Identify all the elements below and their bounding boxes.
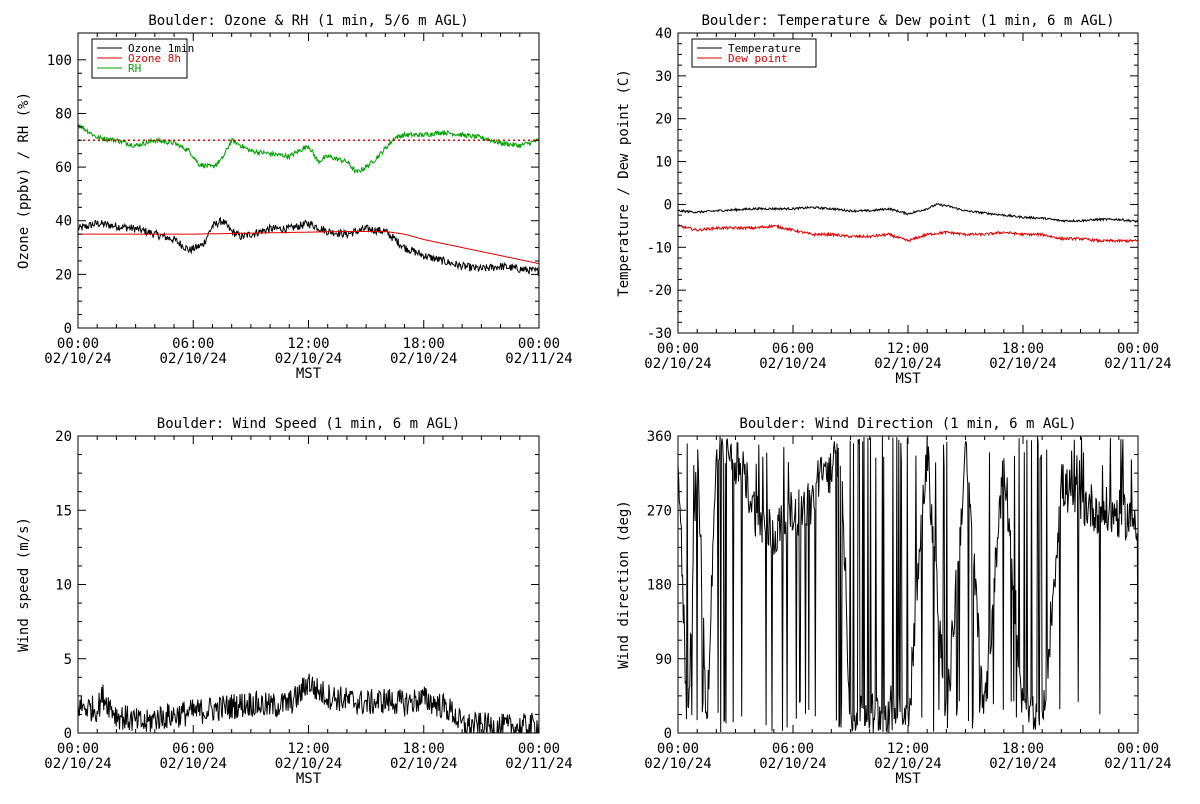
y-tick-label: 60 bbox=[55, 160, 72, 176]
x-tick-date: 02/10/24 bbox=[160, 756, 227, 772]
x-axis-label: MST bbox=[296, 366, 322, 382]
y-axis-label: Wind direction (deg) bbox=[616, 500, 632, 669]
x-tick-date: 02/10/24 bbox=[644, 356, 711, 372]
y-tick-label: 10 bbox=[55, 578, 72, 594]
y-tick-label: 40 bbox=[55, 214, 72, 230]
chart-panel-3: Boulder: Wind Speed (1 min, 6 m AGL) 0 5 10… bbox=[16, 416, 573, 787]
x-tick-time: 12:00 bbox=[287, 336, 329, 352]
y-tick-label: -30 bbox=[647, 326, 672, 342]
series-line-1 bbox=[678, 436, 1138, 733]
y-tick-label: 80 bbox=[55, 106, 72, 122]
legend-label: Ozone 8h bbox=[128, 52, 181, 65]
series-line-1 bbox=[678, 202, 1138, 224]
x-tick-date: 02/10/24 bbox=[989, 756, 1056, 772]
legend-box bbox=[691, 38, 817, 68]
chart-panel-1: Boulder: Ozone & RH (1 min, 5/6 m AGL)02… bbox=[16, 13, 573, 382]
x-tick-date: 02/10/24 bbox=[989, 356, 1056, 372]
y-axis-label: Temperature / Dew point (C) bbox=[616, 69, 632, 297]
y-tick-label: 20 bbox=[655, 112, 672, 128]
x-tick-date: 02/10/24 bbox=[44, 351, 111, 367]
x-tick-date: 02/10/24 bbox=[390, 756, 457, 772]
chart-title: Boulder: Wind Speed (1 min, 6 m AGL) bbox=[157, 416, 460, 432]
y-tick-label: 0 bbox=[664, 197, 672, 213]
legend-label: Temperature bbox=[728, 42, 801, 55]
y-tick-label: 40 bbox=[655, 26, 672, 42]
x-tick-time: 18:00 bbox=[403, 741, 445, 757]
x-axis-label: MST bbox=[895, 371, 921, 387]
x-tick-time: 00:00 bbox=[518, 741, 560, 757]
x-tick-date: 02/10/24 bbox=[874, 356, 941, 372]
x-tick-time: 06:00 bbox=[172, 741, 214, 757]
y-tick-label: 90 bbox=[655, 652, 672, 668]
x-tick-date: 02/11/24 bbox=[1104, 756, 1171, 772]
series-line-2 bbox=[678, 223, 1138, 244]
chart-panel-4: Boulder: Wind Direction (1 min, 6 m AGL)… bbox=[616, 416, 1172, 787]
series-line-3 bbox=[78, 123, 539, 175]
y-axis-label: Ozone (ppbv) / RH (%) bbox=[16, 92, 32, 269]
x-tick-date: 02/10/24 bbox=[759, 356, 826, 372]
y-tick-label: 15 bbox=[55, 503, 72, 519]
x-tick-date: 02/10/24 bbox=[44, 756, 111, 772]
y-tick-label: 100 bbox=[47, 53, 72, 69]
x-tick-time: 00:00 bbox=[657, 341, 699, 357]
x-tick-time: 18:00 bbox=[403, 336, 445, 352]
x-tick-date: 02/10/24 bbox=[644, 756, 711, 772]
x-tick-date: 02/10/24 bbox=[275, 351, 342, 367]
x-tick-time: 00:00 bbox=[57, 741, 99, 757]
legend-label: Dew point bbox=[728, 52, 788, 65]
y-tick-label: 30 bbox=[655, 69, 672, 85]
x-axis-label: MST bbox=[895, 771, 921, 787]
x-tick-time: 18:00 bbox=[1002, 741, 1044, 757]
x-tick-date: 02/11/24 bbox=[505, 756, 572, 772]
legend-label: Ozone 1min bbox=[128, 42, 194, 55]
x-tick-date: 02/11/24 bbox=[1104, 356, 1171, 372]
x-tick-time: 12:00 bbox=[887, 741, 929, 757]
x-tick-time: 18:00 bbox=[1002, 341, 1044, 357]
chart-panel-2: Boulder: Temperature & Dew point (1 min,… bbox=[616, 13, 1172, 387]
x-tick-time: 12:00 bbox=[887, 341, 929, 357]
x-tick-date: 02/10/24 bbox=[160, 351, 227, 367]
y-tick-label: -10 bbox=[647, 240, 672, 256]
plot-frame bbox=[677, 32, 1139, 334]
y-tick-label: 10 bbox=[655, 155, 672, 171]
chart-title: Boulder: Ozone & RH (1 min, 5/6 m AGL) bbox=[148, 13, 468, 29]
x-tick-time: 00:00 bbox=[1117, 741, 1159, 757]
y-tick-label: 360 bbox=[647, 429, 672, 445]
y-tick-label: 270 bbox=[647, 503, 672, 519]
x-tick-date: 02/11/24 bbox=[505, 351, 572, 367]
x-tick-date: 02/10/24 bbox=[275, 756, 342, 772]
y-tick-label: 20 bbox=[55, 267, 72, 283]
x-tick-date: 02/10/24 bbox=[390, 351, 457, 367]
x-tick-time: 00:00 bbox=[518, 336, 560, 352]
y-tick-label: -20 bbox=[647, 283, 672, 299]
y-tick-label: 180 bbox=[647, 578, 672, 594]
legend-label: RH bbox=[128, 62, 141, 75]
x-tick-time: 06:00 bbox=[172, 336, 214, 352]
x-axis-label: MST bbox=[296, 771, 322, 787]
x-tick-time: 12:00 bbox=[287, 741, 329, 757]
y-tick-label: 0 bbox=[64, 321, 72, 337]
x-tick-time: 00:00 bbox=[657, 741, 699, 757]
y-tick-label: 5 bbox=[64, 652, 72, 668]
plot-frame bbox=[77, 435, 540, 734]
series-line-1 bbox=[78, 216, 539, 277]
x-tick-time: 00:00 bbox=[57, 336, 99, 352]
x-tick-time: 06:00 bbox=[772, 741, 814, 757]
series-line-2 bbox=[78, 231, 539, 265]
series-line-1 bbox=[78, 673, 539, 733]
y-tick-label: 20 bbox=[55, 429, 72, 445]
chart-title: Boulder: Temperature & Dew point (1 min,… bbox=[701, 13, 1114, 29]
y-tick-label: 0 bbox=[64, 726, 72, 742]
chart-title: Boulder: Wind Direction (1 min, 6 m AGL) bbox=[739, 416, 1076, 432]
x-tick-date: 02/10/24 bbox=[759, 756, 826, 772]
y-tick-label: 0 bbox=[664, 726, 672, 742]
x-tick-time: 00:00 bbox=[1117, 341, 1159, 357]
x-tick-time: 06:00 bbox=[772, 341, 814, 357]
x-tick-date: 02/10/24 bbox=[874, 756, 941, 772]
y-axis-label: Wind speed (m/s) bbox=[16, 517, 32, 652]
